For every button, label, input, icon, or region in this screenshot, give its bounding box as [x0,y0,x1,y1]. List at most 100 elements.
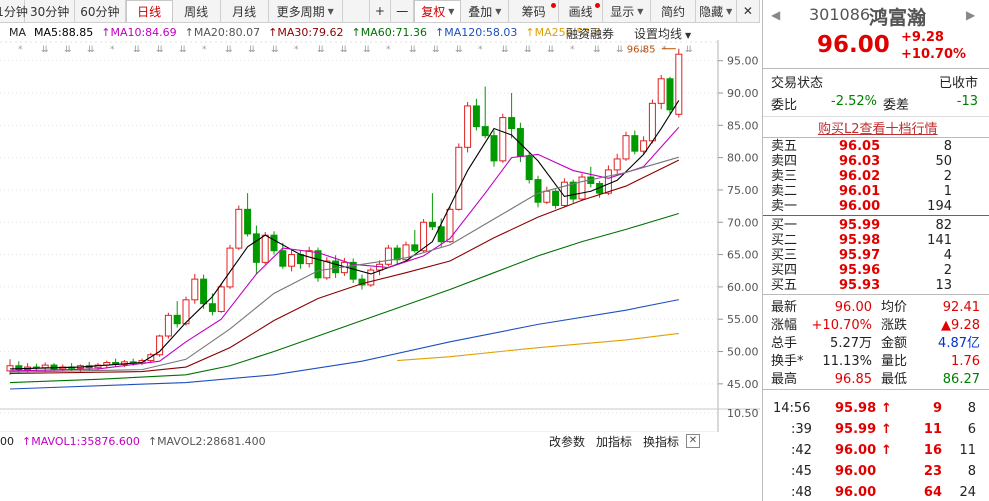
candle [164,312,172,339]
marker-star-icon: ⇊ [432,45,440,55]
set-ma-dropdown[interactable]: 设置均线 ▼ [634,25,691,42]
period-toolbar: 1分钟 30分钟 60分钟 日线 周线 月线 更多周期 ▼ + 一 复权 ▼ 叠加 ▼… [0,0,761,23]
tick-row: :42 96.00 ↑ 16 11 [763,443,989,458]
stat-value: 1.76 [951,354,980,369]
marker-star-icon: * [18,45,23,55]
quote-header: ◀ 301086 鸿富瀚 ▶ 96.00 +9.28 +10.70% [763,0,989,69]
candle-body [296,254,304,265]
candle [384,244,392,267]
stat-value: 86.27 [942,372,980,387]
stat-label: 最高 [771,372,798,387]
fuquan-dropdown[interactable]: 复权 ▼ [414,0,462,22]
next-stock-button[interactable]: ▶ [966,8,976,22]
candle-body [543,190,551,203]
candle-body [182,299,190,325]
ma250-text: MA250:52.8 [534,25,601,39]
tick-count: 8 [967,401,976,416]
buy-level-row: 买二 95.98 141 [763,233,989,248]
candle-body [270,234,278,252]
candle [182,296,190,326]
chart-grid: * ⇊ ⇊ ⇊ * ⇊ ⇊ ⇊ * ⇊ ⇊ ⇊ * ⇊ ⇊ ⇊ * ⇊ ⇊ ⇊ * ⇊ ⇊ ⇊ * ⇊ ⇊ ⇊ * ⇊ [0,40,719,432]
display-dropdown[interactable]: 显示 ▼ [603,0,652,22]
hide-label: 隐藏 [699,4,724,19]
toolbar-close-button[interactable]: ✕ [737,0,761,22]
candle-body [657,78,665,104]
sell-level-volume: 8 [943,139,952,154]
tab-1min[interactable]: 1分钟 [0,0,28,22]
buy-l2-link[interactable]: 购买L2查看十档行情 [818,122,938,137]
sell-level-row: 卖三 96.02 2 [763,169,989,184]
candle [376,260,384,276]
candle-body [252,233,260,263]
candle-body [464,105,472,148]
candle-body [332,260,340,274]
change-percent: +10.70% [901,47,967,62]
close-icon[interactable]: ✕ [686,434,700,448]
tab-monthly[interactable]: 月线 [221,0,269,22]
candles [6,48,683,375]
change-params-button[interactable]: 改参数 [549,435,586,449]
tab-30min[interactable]: 30分钟 [25,0,76,22]
bid-diff-value: -13 [956,94,978,109]
stat-row: 涨幅 +10.70% 涨跌 ▲9.28 [763,318,989,333]
candle [508,92,516,139]
candle-body [648,102,656,142]
sell-level-price: 96.01 [839,184,881,199]
marker-star-icon: * [386,45,391,55]
kline-chart[interactable]: * ⇊ ⇊ ⇊ * ⇊ ⇊ ⇊ * ⇊ ⇊ ⇊ * ⇊ ⇊ ⇊ * ⇊ ⇊ ⇊ * ⇊ ⇊ ⇊ * ⇊ ⇊ ⇊ * ⇊ 95.00 90.0… [0,40,760,432]
simple-button[interactable]: 简约 [651,0,696,22]
tick-list: 14:56 95.98 ↑ 9 8:39 95.99 ↑ 11 6:42 96.00 ↑ 16 11:4… [763,397,989,501]
switch-indicator-button[interactable]: 换指标 [643,435,680,449]
candle [323,257,331,280]
marker-star-icon: ⇊ [225,45,233,55]
tab-weekly[interactable]: 周线 [173,0,221,22]
hide-button[interactable]: 隐藏 ▼ [696,0,737,22]
candle [578,173,586,201]
sell-level-label: 卖二 [771,184,798,199]
tab-daily[interactable]: 日线 [125,0,173,22]
candle-body [173,314,181,325]
tab-60min[interactable]: 60分钟 [75,0,126,22]
volume-axis: 10.500.00 [727,407,759,420]
more-periods-dropdown[interactable]: 更多周期 ▼ [269,0,343,22]
buy-level-price: 95.93 [839,278,881,293]
mavol2-marker-icon: ↑ [147,434,158,448]
candle-body [508,117,516,130]
tick-price: 96.00 [835,464,877,479]
tick-volume: 11 [923,422,942,437]
ma-lines [9,100,680,390]
tick-row: 14:56 95.98 ↑ 9 8 [763,401,989,416]
sell-level-row: 卖二 96.01 1 [763,184,989,199]
candle-body [560,181,568,206]
marker-star-icon: * [662,45,667,55]
volume-label: 00 [0,434,14,448]
stat-value: 5.27万 [830,336,872,351]
candle [279,242,287,269]
tick-row: :45 96.00 23 8 [763,464,989,479]
zoom-in-button[interactable]: + [370,0,392,22]
add-indicator-button[interactable]: 加指标 [596,435,633,449]
candle [481,86,489,139]
buy-level-volume: 13 [935,278,952,293]
candle-body [244,208,252,235]
margin-trading-link[interactable]: 融资融券 [566,27,615,41]
price-tick-label: 75.00 [727,184,759,197]
sell-level-volume: 1 [943,184,952,199]
chips-button[interactable]: 筹码 [509,0,559,22]
candle-body [200,278,208,305]
draw-line-button[interactable]: 画线 [559,0,604,22]
tick-count: 11 [959,443,976,458]
candle [604,165,612,196]
ma250-line [397,332,679,362]
zoom-out-button[interactable]: 一 [391,0,415,22]
candle-body [437,226,445,243]
buy-level-volume: 141 [927,233,952,248]
candle-body [499,117,507,162]
candle [428,193,436,231]
candle-body [384,247,392,265]
tick-volume: 9 [932,401,942,416]
candle-body [208,303,216,312]
prev-stock-button[interactable]: ◀ [771,8,781,22]
quote-panel: ◀ 301086 鸿富瀚 ▶ 96.00 +9.28 +10.70% 交易状态 … [762,0,989,501]
overlay-dropdown[interactable]: 叠加 ▼ [461,0,510,22]
